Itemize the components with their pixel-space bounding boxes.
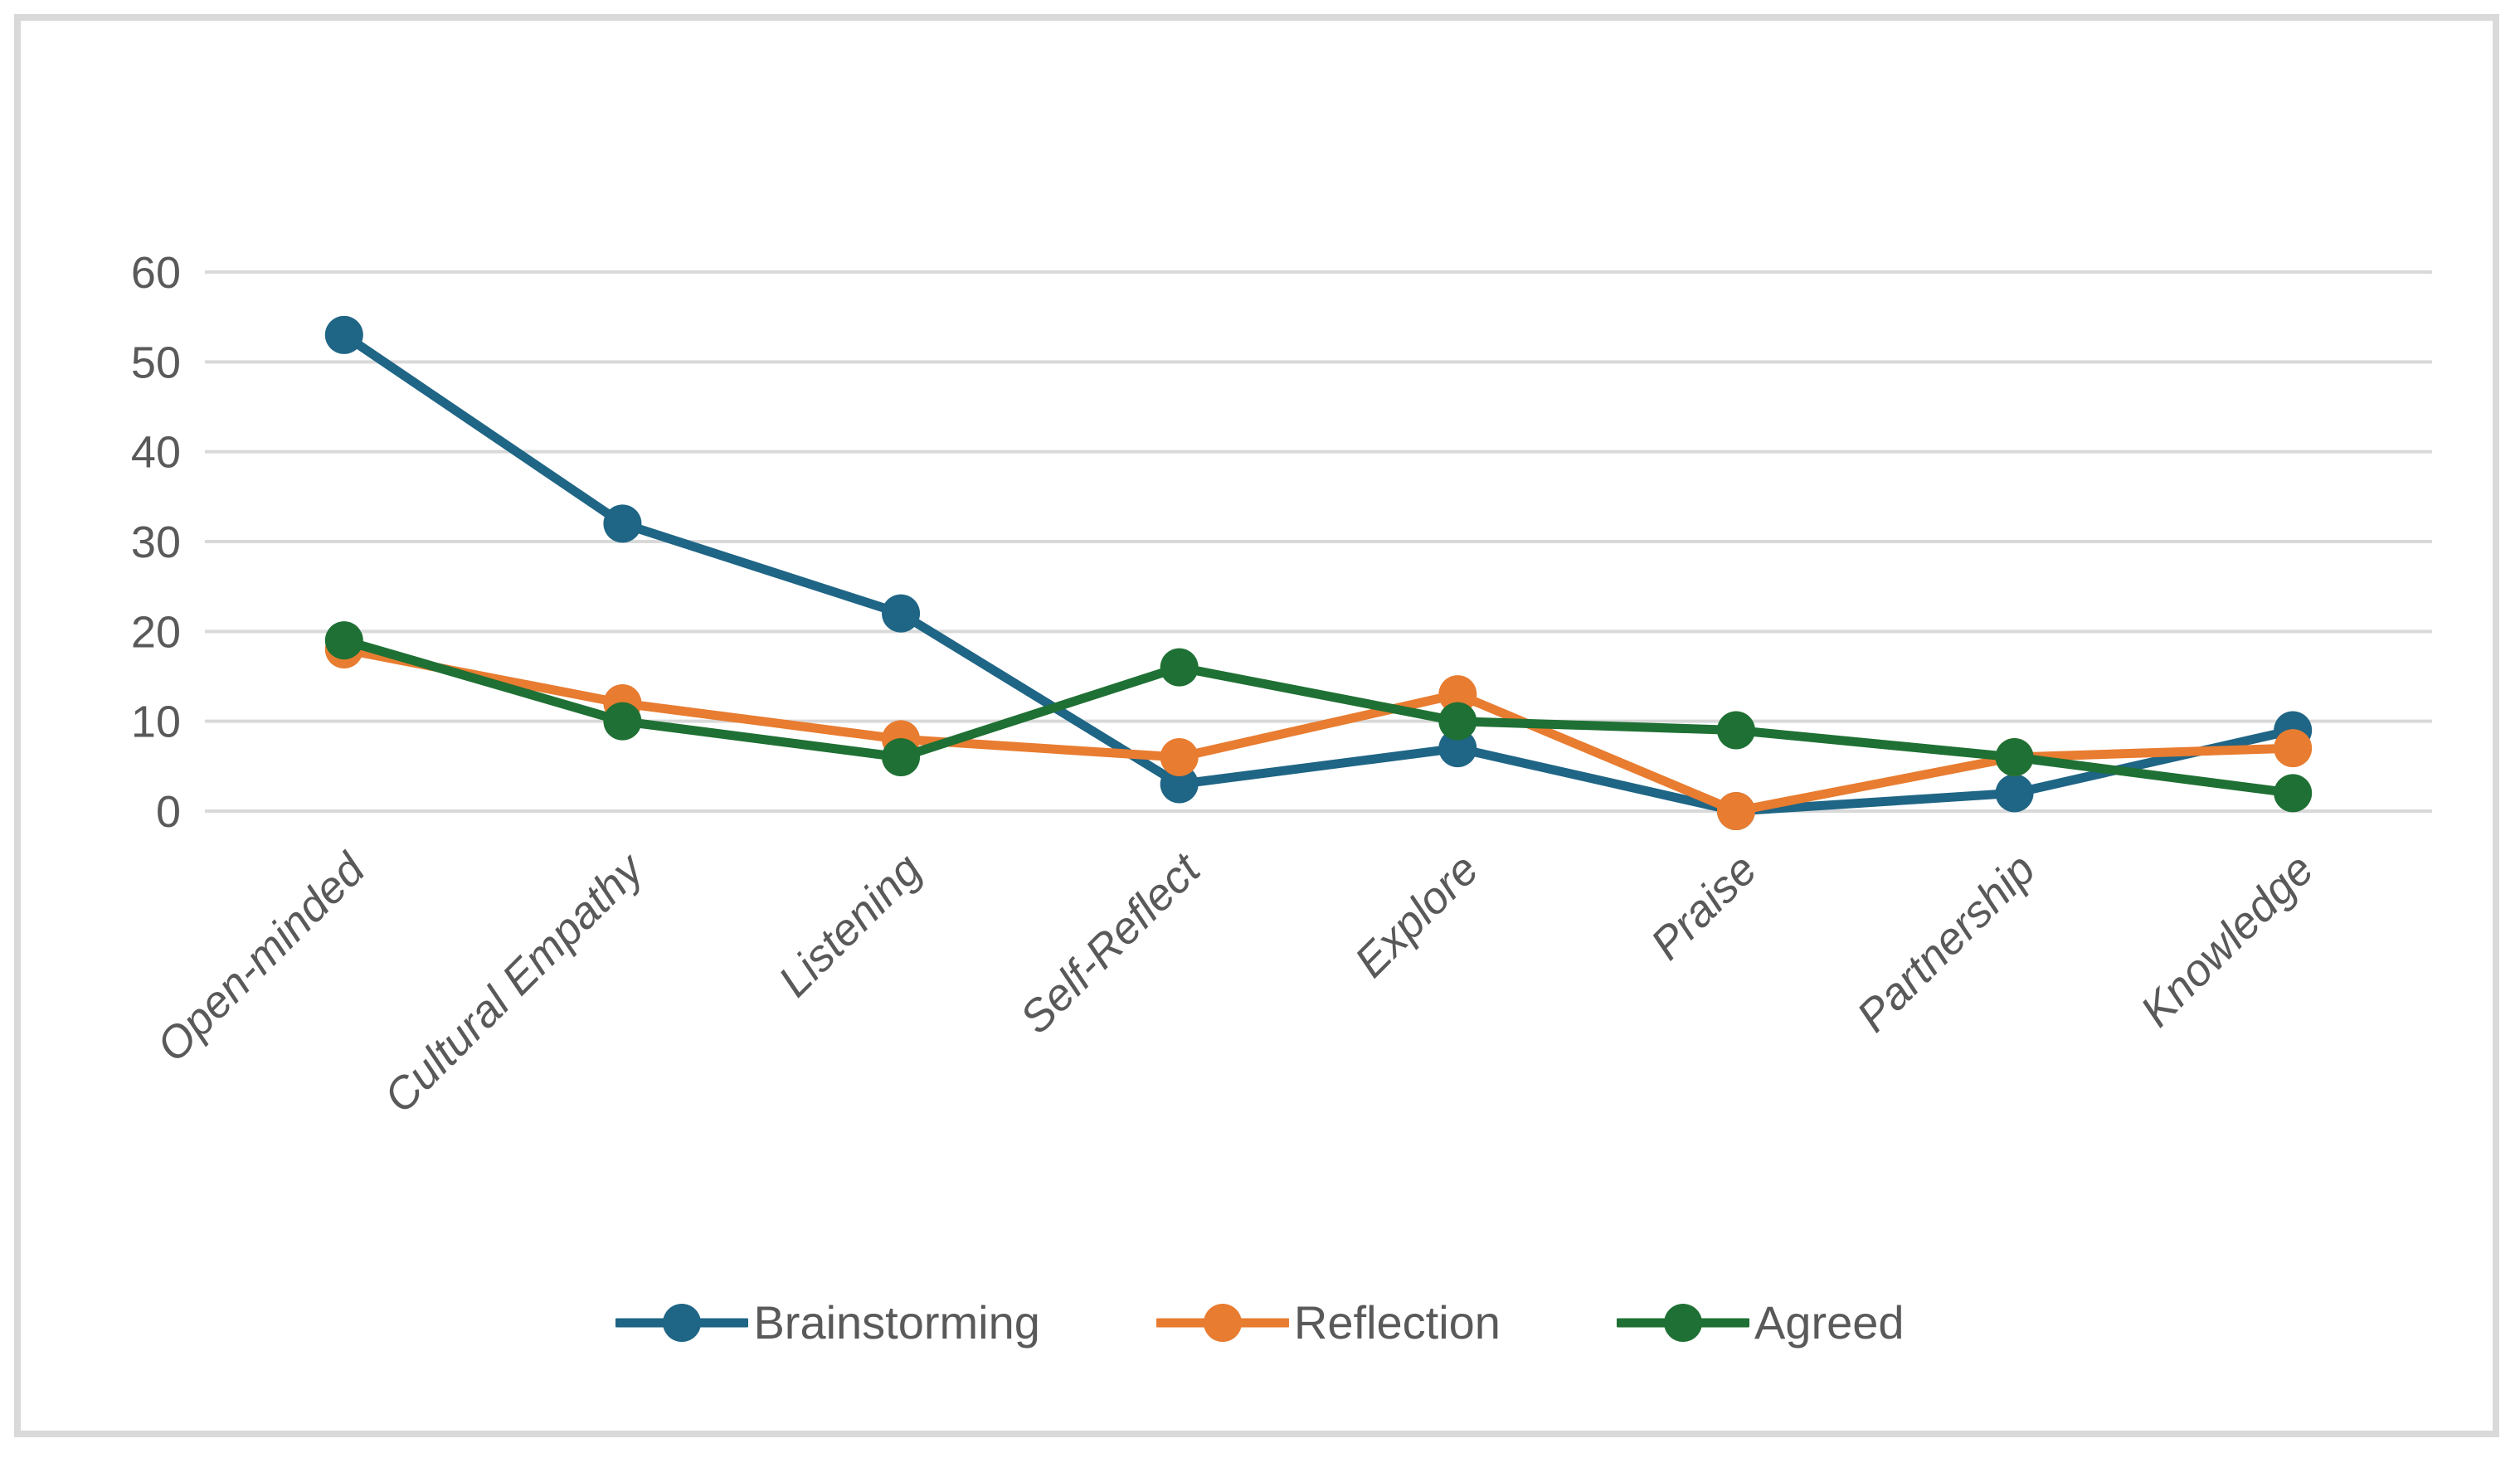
legend-label: Brainstorming [753,1296,1040,1349]
y-axis-tick-label: 20 [131,607,181,657]
x-axis-category-label: Cultural Empathy [375,843,654,1122]
series-line-reflection [339,644,2298,816]
data-point-agreed-0 [324,621,363,660]
chart-legend: Brainstorming Reflection Agreed [0,1294,2520,1352]
legend-item-agreed: Agreed [1616,1294,1905,1352]
legend-label: Agreed [1754,1296,1905,1349]
legend-marker-reflection [1155,1304,1289,1342]
data-point-agreed-5 [1716,711,1755,750]
x-axis-category-label: Open-minded [148,843,376,1072]
y-axis-tick-label: 40 [131,428,181,478]
data-point-brainstorming-4 [1438,729,1477,768]
y-axis-tick-label: 10 [131,697,181,747]
y-axis-tick-label: 30 [131,518,181,567]
series-line-agreed [339,635,2298,798]
x-axis-category-label: Self-Reflect [1010,843,1210,1043]
chart-frame [14,14,2499,1437]
data-point-reflection-4 [1438,675,1477,714]
data-point-brainstorming-6 [1995,774,2034,813]
data-point-agreed-2 [882,738,921,776]
y-axis-tick-label: 60 [131,248,181,298]
data-point-brainstorming-1 [603,504,642,543]
legend-marker-brainstorming [615,1304,749,1342]
series-line-brainstorming [339,330,2298,816]
x-axis-category-label: Listening [769,844,931,1006]
data-point-agreed-3 [1160,648,1199,687]
x-axis-category-label: Knowledge [2131,844,2323,1036]
x-axis-category-label: Explore [1345,844,1488,987]
data-point-agreed-6 [1995,738,2034,776]
legend-item-brainstorming: Brainstorming [615,1294,1040,1352]
y-axis-tick-label: 50 [131,338,181,387]
data-point-agreed-7 [2274,774,2313,813]
x-axis-category-label: Praise [1642,844,1767,970]
legend-marker-agreed [1616,1304,1749,1342]
data-point-reflection-5 [1716,792,1755,830]
data-point-agreed-1 [603,702,642,741]
data-point-brainstorming-2 [882,594,921,633]
data-point-brainstorming-0 [324,315,363,354]
data-point-reflection-7 [2274,729,2313,768]
data-point-agreed-4 [1438,702,1477,741]
data-point-brainstorming-3 [1160,765,1199,804]
legend-item-reflection: Reflection [1155,1294,1501,1352]
data-point-reflection-3 [1160,738,1199,776]
x-axis-category-label: Partnership [1847,844,2045,1042]
legend-label: Reflection [1293,1296,1501,1349]
y-axis-tick-label: 0 [156,787,181,837]
